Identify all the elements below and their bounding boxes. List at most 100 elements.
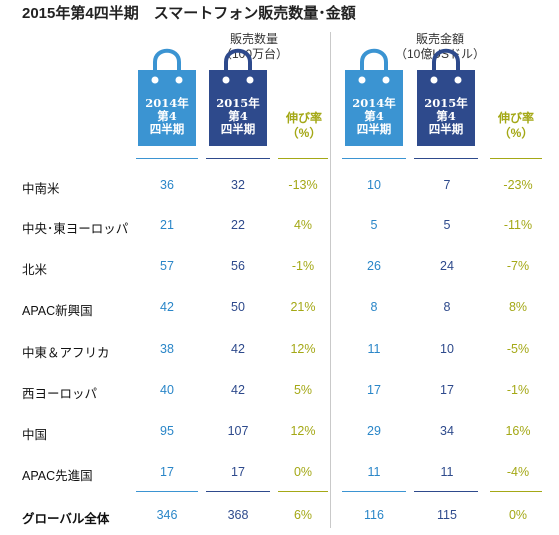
shopping-bag-icon <box>138 48 196 146</box>
bag-header-units-2015: 2015年 第4 四半期 <box>207 44 269 148</box>
units-growth-cell: 6% <box>293 508 313 522</box>
units-group-label: 販売数量 <box>229 32 278 46</box>
value-growth-cell: -1% <box>506 383 530 397</box>
row-label: 中東＆アフリカ <box>22 346 110 360</box>
value-2014-cell: 8 <box>370 300 378 314</box>
units-2015-cell: 50 <box>231 300 245 314</box>
row-label: APAC新興国 <box>22 304 93 318</box>
bag-header-value-2014: 2014年 第4 四半期 <box>343 44 405 148</box>
units-growth-cell: 4% <box>293 218 313 232</box>
value-2014-cell: 26 <box>367 259 381 273</box>
units-2015-cell: 42 <box>231 342 245 356</box>
growth-header-label: 伸び率 <box>285 111 322 125</box>
value-growth-cell: -7% <box>506 259 530 273</box>
value-2015-cell: 115 <box>437 508 457 522</box>
total-divider-units-2015 <box>206 491 270 492</box>
value-growth-cell: -23% <box>503 178 533 192</box>
units-growth-cell: 21% <box>290 300 316 314</box>
shopping-bag-icon <box>209 48 267 146</box>
row-label: 中国 <box>22 428 48 442</box>
bag-label-line: 2014年 <box>352 96 396 110</box>
header-underline-value-2014 <box>342 158 406 159</box>
row-label: 北米 <box>22 263 48 277</box>
value-2014-cell: 29 <box>367 424 381 438</box>
bag-label-line: 2015年 <box>424 96 468 110</box>
units-2014-cell: 40 <box>160 383 174 397</box>
units-2015-cell: 56 <box>231 259 245 273</box>
row-label: 中央･東ヨーロッパ <box>22 222 129 236</box>
units-2015-cell: 32 <box>231 178 245 192</box>
growth-header-unit: （%） <box>498 126 534 140</box>
units-2015-cell: 107 <box>227 424 249 438</box>
bag-header-units-2014: 2014年 第4 四半期 <box>136 44 198 148</box>
header-underline-units-2014 <box>136 158 198 159</box>
bag-label-line: 第4 <box>157 109 177 123</box>
units-growth-cell: 5% <box>293 383 313 397</box>
shopping-bag-icon <box>417 48 475 146</box>
units-growth-header: 伸び率 （%） <box>282 111 326 141</box>
units-2014-cell: 36 <box>160 178 174 192</box>
bag-label-line: 2014年 <box>145 96 189 110</box>
value-2014-cell: 116 <box>364 508 384 522</box>
value-2014-cell: 17 <box>367 383 381 397</box>
units-2014-cell: 57 <box>160 259 174 273</box>
value-2014-cell: 5 <box>370 218 378 232</box>
bag-label-line: 第4 <box>364 109 384 123</box>
value-2014-cell: 11 <box>367 465 381 479</box>
units-2014-cell: 21 <box>160 218 174 232</box>
value-growth-cell: -4% <box>506 465 530 479</box>
value-group-label: 販売金額 <box>415 32 464 46</box>
units-growth-cell: 12% <box>290 342 316 356</box>
units-2014-cell: 42 <box>160 300 174 314</box>
value-2014-cell: 11 <box>367 342 381 356</box>
value-growth-cell: -11% <box>503 218 533 232</box>
value-growth-cell: 0% <box>508 508 528 522</box>
units-growth-cell: -1% <box>291 259 315 273</box>
bag-label: 2014年 第4 四半期 <box>343 97 405 136</box>
total-divider-value-growth <box>490 491 542 492</box>
value-2015-cell: 11 <box>440 465 454 479</box>
units-2015-cell: 17 <box>231 465 245 479</box>
value-growth-header: 伸び率 （%） <box>494 111 538 141</box>
units-growth-cell: 12% <box>290 424 316 438</box>
bag-label-line: 四半期 <box>220 122 256 136</box>
units-growth-cell: 0% <box>293 465 313 479</box>
bag-label: 2014年 第4 四半期 <box>136 97 198 136</box>
bag-label-line: 四半期 <box>356 122 392 136</box>
growth-header-label: 伸び率 <box>497 111 534 125</box>
units-2015-cell: 22 <box>231 218 245 232</box>
value-2014-cell: 10 <box>367 178 381 192</box>
bag-label-line: 第4 <box>228 109 248 123</box>
value-2015-cell: 34 <box>440 424 454 438</box>
bag-label-line: 第4 <box>436 109 456 123</box>
value-2015-cell: 17 <box>440 383 454 397</box>
bag-header-value-2015: 2015年 第4 四半期 <box>415 44 477 148</box>
units-2014-cell: 17 <box>160 465 174 479</box>
row-label: 西ヨーロッパ <box>22 387 98 401</box>
row-label: グローバル全体 <box>22 512 110 526</box>
bag-label: 2015年 第4 四半期 <box>415 97 477 136</box>
units-2014-cell: 95 <box>160 424 174 438</box>
total-divider-units-2014 <box>136 491 198 492</box>
row-label: 中南米 <box>22 182 60 196</box>
value-2015-cell: 8 <box>443 300 451 314</box>
value-2015-cell: 10 <box>440 342 454 356</box>
value-growth-cell: 8% <box>508 300 528 314</box>
header-underline-value-2015 <box>414 158 478 159</box>
header-underline-units-2015 <box>206 158 270 159</box>
growth-header-unit: （%） <box>286 126 322 140</box>
header-underline-value-growth <box>490 158 542 159</box>
bag-label-line: 四半期 <box>428 122 464 136</box>
row-label: APAC先進国 <box>22 469 93 483</box>
bag-label: 2015年 第4 四半期 <box>207 97 269 136</box>
units-2014-cell: 346 <box>156 508 178 522</box>
chart-title: 2015年第4四半期 スマートフォン販売数量･金額 <box>22 5 356 22</box>
bag-label-line: 2015年 <box>216 96 260 110</box>
units-2015-cell: 368 <box>227 508 249 522</box>
section-divider <box>330 32 331 528</box>
shopping-bag-icon <box>345 48 403 146</box>
total-divider-value-2015 <box>414 491 478 492</box>
header-underline-units-growth <box>278 158 328 159</box>
bag-label-line: 四半期 <box>149 122 185 136</box>
total-divider-value-2014 <box>342 491 406 492</box>
